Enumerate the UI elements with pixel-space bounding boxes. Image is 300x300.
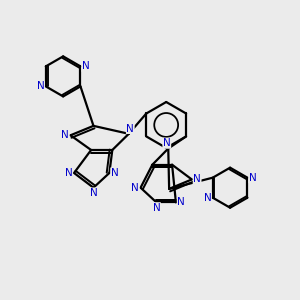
Text: N: N [111, 168, 119, 178]
Text: N: N [204, 193, 211, 203]
Text: N: N [177, 197, 185, 207]
Text: N: N [65, 168, 73, 178]
Text: N: N [61, 130, 69, 140]
Text: N: N [82, 61, 90, 71]
Text: N: N [37, 81, 44, 92]
Text: N: N [131, 183, 139, 193]
Text: N: N [90, 188, 97, 198]
Text: N: N [163, 138, 171, 148]
Text: N: N [249, 173, 256, 183]
Text: N: N [126, 124, 134, 134]
Text: N: N [153, 203, 160, 213]
Text: N: N [193, 174, 201, 184]
